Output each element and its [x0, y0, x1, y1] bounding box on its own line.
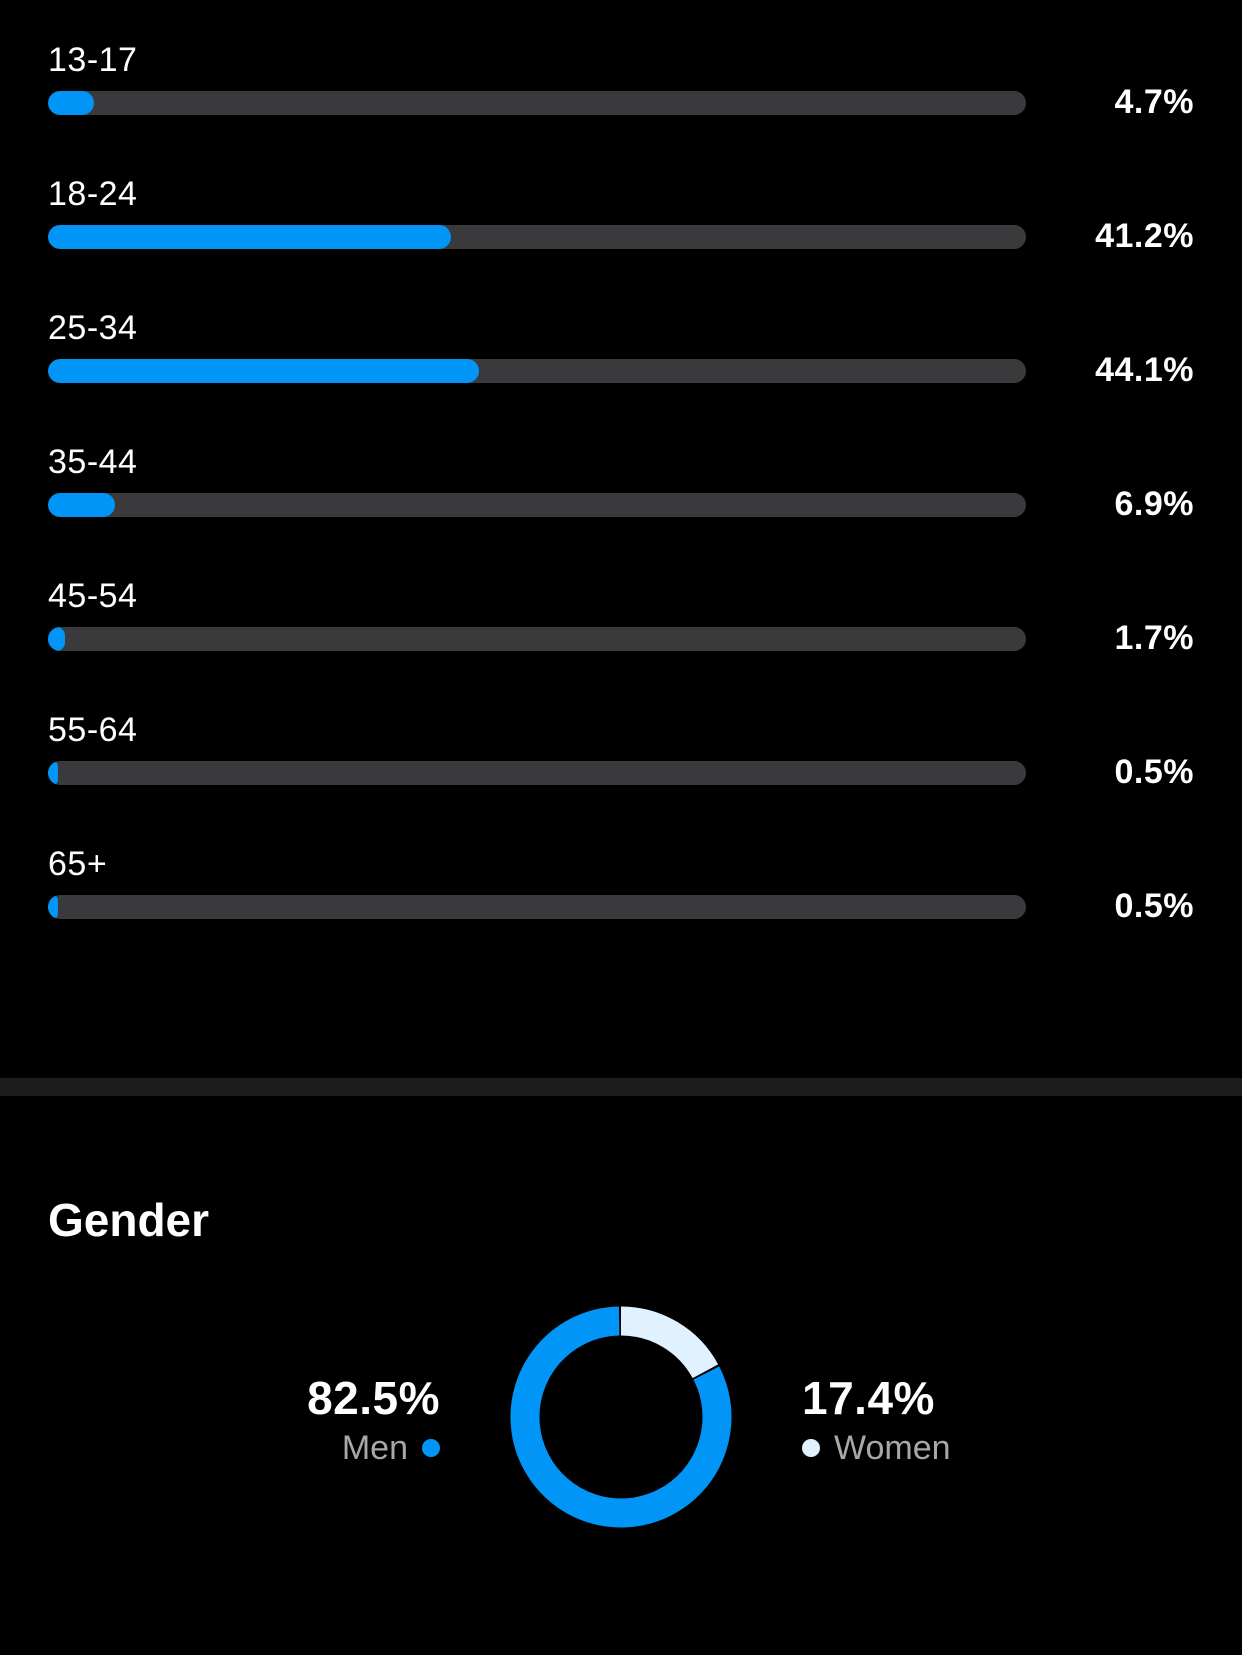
age-bar-fill-55-64	[48, 761, 58, 785]
gender-men-value: 82.5%	[307, 1372, 440, 1424]
age-bar-track	[48, 895, 1026, 919]
age-label: 18-24	[48, 175, 138, 213]
gender-women-summary: 17.4% Women	[802, 1372, 951, 1468]
age-label: 55-64	[48, 711, 138, 749]
age-label: 65+	[48, 845, 108, 883]
gender-men-summary: 82.5% Men	[307, 1372, 440, 1468]
gender-men-label: Men	[341, 1429, 408, 1467]
age-label: 25-34	[48, 309, 138, 347]
age-label: 45-54	[48, 577, 138, 615]
age-bar-fill-13-17	[48, 91, 94, 115]
age-row-35-44: 35-44 6.9%	[48, 442, 1194, 532]
men-legend-dot	[422, 1439, 440, 1457]
age-label: 13-17	[48, 41, 138, 79]
age-value: 1.7%	[1114, 619, 1194, 657]
age-row-25-34: 25-34 44.1%	[48, 308, 1194, 398]
age-row-13-17: 13-17 4.7%	[48, 40, 1194, 130]
age-value: 44.1%	[1095, 351, 1194, 389]
age-bar-fill-25-34	[48, 359, 480, 383]
age-bar-track	[48, 761, 1026, 785]
age-bar-fill-65-plus	[48, 895, 58, 919]
gender-women-value: 17.4%	[802, 1372, 935, 1424]
gender-women-legend: Women	[802, 1428, 951, 1468]
gender-women-label: Women	[834, 1429, 951, 1467]
age-bar-track	[48, 359, 1026, 383]
age-bar-fill-45-54	[48, 627, 65, 651]
section-divider	[0, 1078, 1242, 1096]
age-bar-track	[48, 493, 1026, 517]
age-value: 41.2%	[1095, 217, 1194, 255]
age-row-18-24: 18-24 41.2%	[48, 174, 1194, 264]
age-bar-fill-18-24	[48, 225, 451, 249]
age-value: 6.9%	[1114, 485, 1194, 523]
gender-men-legend: Men	[307, 1428, 440, 1468]
donut-slice-women	[510, 1306, 732, 1528]
age-bar-track	[48, 91, 1026, 115]
age-bar-track	[48, 225, 1026, 249]
age-section: 13-17 4.7% 18-24 41.2% 25-34 44.1% 35-44…	[48, 40, 1194, 934]
age-row-65-plus: 65+ 0.5%	[48, 844, 1194, 934]
gender-title: Gender	[48, 1194, 210, 1246]
age-value: 4.7%	[1114, 83, 1194, 121]
age-bar-track	[48, 627, 1026, 651]
age-label: 35-44	[48, 443, 138, 481]
age-value: 0.5%	[1114, 753, 1194, 791]
women-legend-dot	[802, 1439, 820, 1457]
age-row-45-54: 45-54 1.7%	[48, 576, 1194, 666]
age-bar-fill-35-44	[48, 493, 116, 517]
age-value: 0.5%	[1114, 887, 1194, 925]
gender-donut-chart	[510, 1306, 732, 1528]
age-row-55-64: 55-64 0.5%	[48, 710, 1194, 800]
